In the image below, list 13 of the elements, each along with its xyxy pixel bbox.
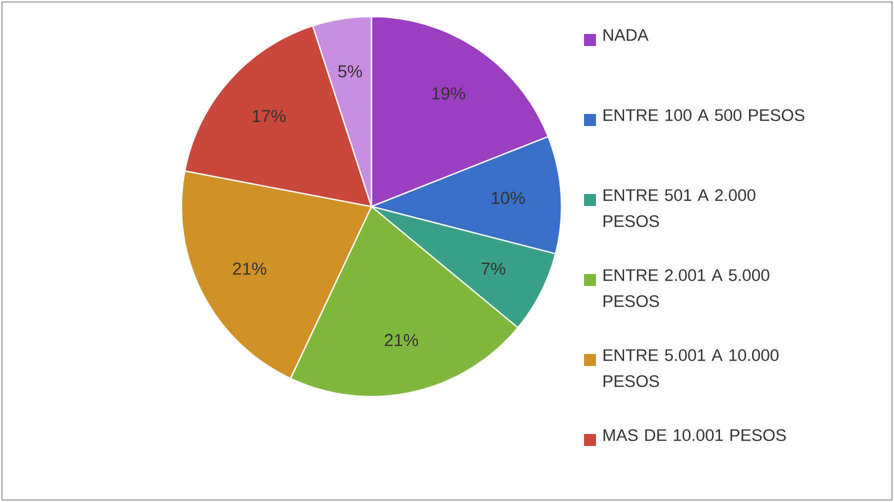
data-label: 17% [252,110,286,122]
data-label: 21% [233,262,266,275]
data-label: 10% [492,192,525,204]
legend-label: ENTRE 5.001 A 10.000 PESOS [604,349,779,388]
legend-label: ENTRE 100 A 500 PESOS [604,109,804,122]
data-label: 19% [432,87,466,100]
legend-label: ENTRE 501 A 2.000 PESOS [604,189,756,228]
data-label: 7% [482,262,506,275]
data-label: 5% [338,65,362,78]
legend-label: MAS DE 10.001 PESOS [604,429,786,442]
legend-label: ENTRE 2.001 A 5.000 PESOS [604,269,770,308]
data-label: 21% [384,334,418,346]
legend-label: NADA [604,29,649,41]
